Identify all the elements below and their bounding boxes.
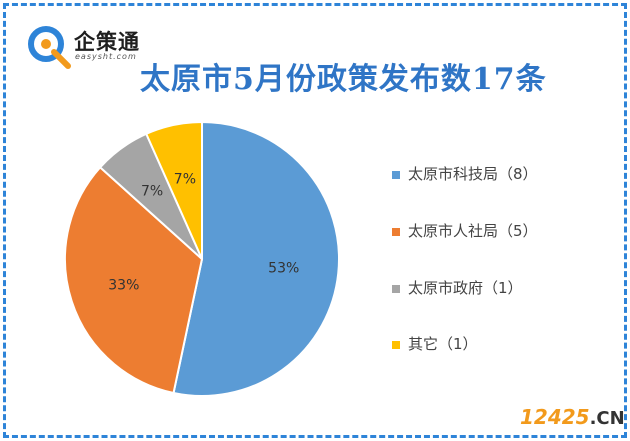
- pie-slice-1: [172, 120, 340, 397]
- chart-title: 太原市5月份政策发布数17条: [140, 62, 547, 97]
- legend-swatch-2: [392, 227, 400, 236]
- logo-mark-icon: [28, 26, 71, 69]
- legend-swatch-3: [392, 284, 400, 293]
- legend-swatch-4: [392, 340, 400, 349]
- slice-percent-label-3: 7%: [141, 183, 163, 199]
- legend-label-3: 太原市政府（1）: [408, 279, 523, 297]
- pie-slice-2: [64, 165, 204, 395]
- slice-percent-label-1: 53%: [268, 261, 299, 277]
- slice-percent-label-2: 33%: [108, 277, 139, 293]
- logo-text: 企策通: [74, 30, 140, 54]
- logo-subtext: easysht.com: [75, 52, 137, 61]
- legend-item-3: 太原市政府（1）: [392, 277, 523, 298]
- legend-swatch-1: [392, 170, 400, 179]
- slice-percent-label-4: 7%: [174, 172, 196, 188]
- pie-slice-4: [144, 120, 203, 260]
- legend-item-1: 太原市科技局（8）: [392, 163, 538, 184]
- watermark: 12425.CN: [520, 405, 625, 429]
- legend-item-2: 太原市人社局（5）: [392, 220, 538, 241]
- legend-item-4: 其它（1）: [392, 333, 478, 354]
- legend-label-1: 太原市科技局（8）: [408, 165, 538, 183]
- watermark-suffix: .CN: [589, 408, 625, 429]
- watermark-number: 12425: [520, 405, 590, 429]
- legend-label-2: 太原市人社局（5）: [408, 222, 538, 240]
- legend-label-4: 其它（1）: [408, 335, 478, 353]
